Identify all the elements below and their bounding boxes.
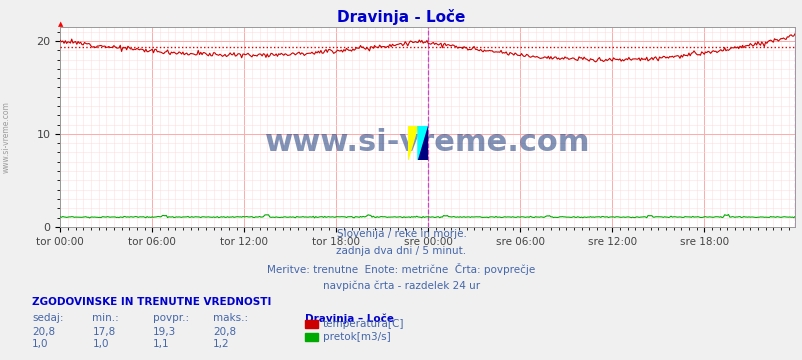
Text: 1,0: 1,0 xyxy=(32,339,49,350)
Polygon shape xyxy=(417,126,427,160)
Text: zadnja dva dni / 5 minut.: zadnja dva dni / 5 minut. xyxy=(336,246,466,256)
Text: Slovenija / reke in morje.: Slovenija / reke in morje. xyxy=(336,229,466,239)
Text: Meritve: trenutne  Enote: metrične  Črta: povprečje: Meritve: trenutne Enote: metrične Črta: … xyxy=(267,263,535,275)
Text: Dravinja - Loče: Dravinja - Loče xyxy=(337,9,465,25)
Text: min.:: min.: xyxy=(92,313,119,323)
Text: ▲: ▲ xyxy=(58,21,63,27)
Text: www.si-vreme.com: www.si-vreme.com xyxy=(265,129,589,157)
Text: 1,2: 1,2 xyxy=(213,339,229,350)
Polygon shape xyxy=(407,126,417,160)
Text: 17,8: 17,8 xyxy=(92,327,115,337)
Text: ZGODOVINSKE IN TRENUTNE VREDNOSTI: ZGODOVINSKE IN TRENUTNE VREDNOSTI xyxy=(32,297,271,307)
Text: sedaj:: sedaj: xyxy=(32,313,63,323)
Text: temperatura[C]: temperatura[C] xyxy=(322,319,403,329)
Text: 20,8: 20,8 xyxy=(32,327,55,337)
Text: Dravinja – Loče: Dravinja – Loče xyxy=(305,313,394,324)
Text: www.si-vreme.com: www.si-vreme.com xyxy=(2,101,11,173)
Text: 1,1: 1,1 xyxy=(152,339,169,350)
Text: maks.:: maks.: xyxy=(213,313,248,323)
Text: navpična črta - razdelek 24 ur: navpična črta - razdelek 24 ur xyxy=(322,280,480,291)
Text: 19,3: 19,3 xyxy=(152,327,176,337)
Text: povpr.:: povpr.: xyxy=(152,313,188,323)
Text: 20,8: 20,8 xyxy=(213,327,236,337)
Text: 1,0: 1,0 xyxy=(92,339,109,350)
Polygon shape xyxy=(417,126,427,160)
Text: pretok[m3/s]: pretok[m3/s] xyxy=(322,332,390,342)
